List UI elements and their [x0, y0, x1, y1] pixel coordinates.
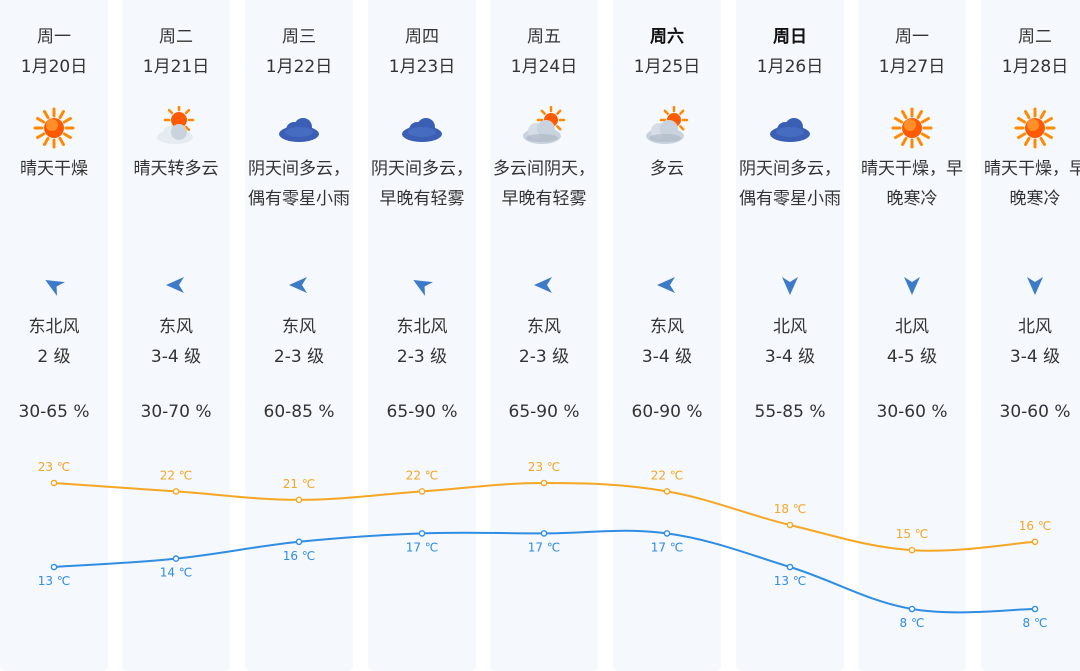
humidity: 30-60 %: [876, 402, 948, 422]
cloud-sun-icon: [642, 105, 692, 150]
wind-level: 3-4 级: [764, 347, 816, 367]
day-column: 周二 1月21日 晴天转多云 东风 3-4 级 30-70 %: [122, 0, 230, 671]
weather-description: 晴天干燥，早晚寒冷: [861, 159, 963, 209]
day-date: 1月27日: [878, 57, 946, 77]
day-weekday: 周六: [650, 27, 684, 47]
wind-direction: 北风: [1018, 317, 1052, 337]
weather-description: 阴天间多云，偶有零星小雨: [248, 159, 350, 209]
wind-direction: 东风: [650, 317, 684, 337]
wind-level: 2-3 级: [273, 347, 325, 367]
weather-description: 多云: [650, 159, 684, 179]
wind-arrow-northeast-icon: [407, 270, 437, 300]
wind-level: 3-4 级: [1009, 347, 1061, 367]
day-column: 周一 1月27日 晴天干燥，早晚寒冷 北风 4-5 级 30-60 %: [858, 0, 966, 671]
wind-arrow-east-icon: [284, 270, 314, 300]
cloud-sun-icon: [519, 105, 569, 150]
day-weekday: 周三: [282, 27, 316, 47]
humidity: 30-60 %: [999, 402, 1071, 422]
day-column: 周日 1月26日 阴天间多云，偶有零星小雨 北风 3-4 级 55-85 %: [736, 0, 844, 671]
weather-description: 晴天干燥，早晚寒冷: [984, 159, 1080, 209]
sun-cloud-icon: [151, 104, 201, 150]
wind-arrow-north-icon: [775, 270, 805, 300]
day-date: 1月24日: [510, 57, 578, 77]
humidity: 30-65 %: [18, 402, 90, 422]
wind-direction: 东北风: [28, 317, 80, 337]
weather-description: 阴天间多云，偶有零星小雨: [739, 159, 841, 209]
wind-arrow-north-icon: [897, 270, 927, 300]
wind-arrow-east-icon: [529, 270, 559, 300]
wind-level: 2-3 级: [518, 347, 570, 367]
weather-description: 晴天转多云: [133, 159, 219, 179]
sun-icon: [887, 106, 937, 150]
day-date: 1月25日: [633, 57, 701, 77]
wind-level: 3-4 级: [150, 347, 202, 367]
day-date: 1月22日: [265, 57, 333, 77]
weather-description: 晴天干燥: [20, 159, 88, 179]
day-column: 周六 1月25日 多云 东风 3-4 级 60-90 %: [613, 0, 721, 671]
weather-description: 阴天间多云，早晚有轻雾: [371, 159, 473, 209]
day-date: 1月28日: [1001, 57, 1069, 77]
wind-level: 2-3 级: [396, 347, 448, 367]
cloud-icon: [397, 106, 447, 150]
wind-arrow-east-icon: [652, 270, 682, 300]
humidity: 55-85 %: [754, 402, 826, 422]
humidity: 60-90 %: [631, 402, 703, 422]
wind-arrow-northeast-icon: [39, 270, 69, 300]
wind-direction: 东北风: [396, 317, 448, 337]
day-weekday: 周五: [527, 27, 561, 47]
wind-level: 4-5 级: [886, 347, 938, 367]
humidity: 60-85 %: [263, 402, 335, 422]
day-column: 周五 1月24日 多云间阴天，早晚有轻雾 东风 2-3 级 65-90 %: [490, 0, 598, 671]
wind-direction: 东风: [282, 317, 316, 337]
day-weekday: 周二: [159, 27, 193, 47]
wind-level: 3-4 级: [641, 347, 693, 367]
wind-direction: 北风: [773, 317, 807, 337]
cloud-icon: [765, 106, 815, 150]
sun-icon: [1010, 106, 1060, 150]
day-weekday: 周二: [1018, 27, 1052, 47]
wind-arrow-north-icon: [1020, 270, 1050, 300]
humidity: 30-70 %: [140, 402, 212, 422]
cloud-icon: [274, 106, 324, 150]
day-weekday: 周四: [405, 27, 439, 47]
weather-description: 多云间阴天，早晚有轻雾: [493, 159, 595, 209]
day-weekday: 周一: [37, 27, 71, 47]
day-column: 周二 1月28日 晴天干燥，早晚寒冷 北风 3-4 级 30-60 %: [981, 0, 1080, 671]
day-column: 周一 1月20日 晴天干燥 东北风 2 级 30-65 %: [0, 0, 108, 671]
day-date: 1月26日: [756, 57, 824, 77]
humidity: 65-90 %: [508, 402, 580, 422]
day-weekday: 周日: [773, 27, 807, 47]
day-date: 1月21日: [142, 57, 210, 77]
wind-direction: 东风: [527, 317, 561, 337]
sun-icon: [29, 106, 79, 150]
day-weekday: 周一: [895, 27, 929, 47]
wind-direction: 东风: [159, 317, 193, 337]
day-column: 周四 1月23日 阴天间多云，早晚有轻雾 东北风 2-3 级 65-90 %: [368, 0, 476, 671]
day-date: 1月23日: [388, 57, 456, 77]
day-date: 1月20日: [20, 57, 88, 77]
wind-arrow-east-icon: [161, 270, 191, 300]
humidity: 65-90 %: [386, 402, 458, 422]
wind-direction: 北风: [895, 317, 929, 337]
day-column: 周三 1月22日 阴天间多云，偶有零星小雨 东风 2-3 级 60-85 %: [245, 0, 353, 671]
wind-level: 2 级: [37, 347, 71, 367]
